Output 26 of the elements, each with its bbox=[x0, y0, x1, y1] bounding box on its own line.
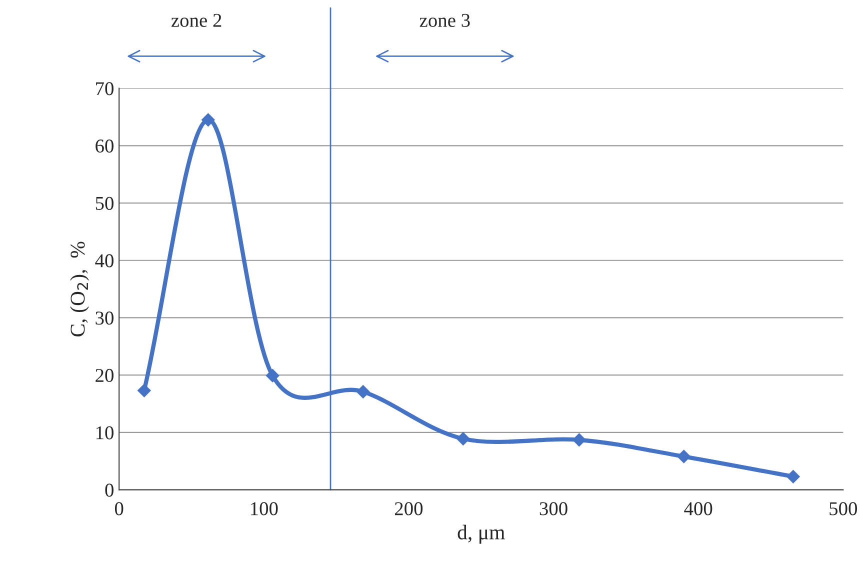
text: zone 3 bbox=[420, 14, 470, 27]
point bbox=[456, 432, 470, 446]
x-tick-label: 100 bbox=[251, 502, 278, 516]
y-tick-label: 10 bbox=[96, 426, 114, 440]
point bbox=[202, 113, 215, 126]
y-tick-label: 30 bbox=[96, 312, 114, 325]
x-tick-label: 400 bbox=[684, 502, 712, 516]
y-axis-title: C, (O$_{2}$), % bbox=[70, 242, 89, 336]
x-tick-label: 300 bbox=[540, 502, 568, 516]
text: zone 2 bbox=[171, 14, 222, 27]
y-tick-label: 0 bbox=[105, 484, 114, 497]
point bbox=[572, 433, 586, 446]
y-tick-label: 50 bbox=[96, 196, 114, 210]
y-tick-label: 20 bbox=[96, 368, 114, 382]
x-axis-title: d, μm bbox=[458, 524, 505, 544]
point bbox=[677, 450, 690, 464]
y-tick-label: 40 bbox=[95, 254, 114, 268]
point bbox=[356, 385, 370, 398]
x-tick-label: 0 bbox=[114, 502, 124, 516]
y-tick-label: 60 bbox=[96, 139, 114, 153]
y-tick-label: 70 bbox=[96, 82, 114, 96]
x-tick-label: 500 bbox=[830, 502, 857, 516]
point bbox=[786, 470, 800, 484]
point bbox=[138, 384, 151, 398]
x-tick-label: 200 bbox=[394, 502, 423, 516]
point bbox=[266, 369, 280, 382]
